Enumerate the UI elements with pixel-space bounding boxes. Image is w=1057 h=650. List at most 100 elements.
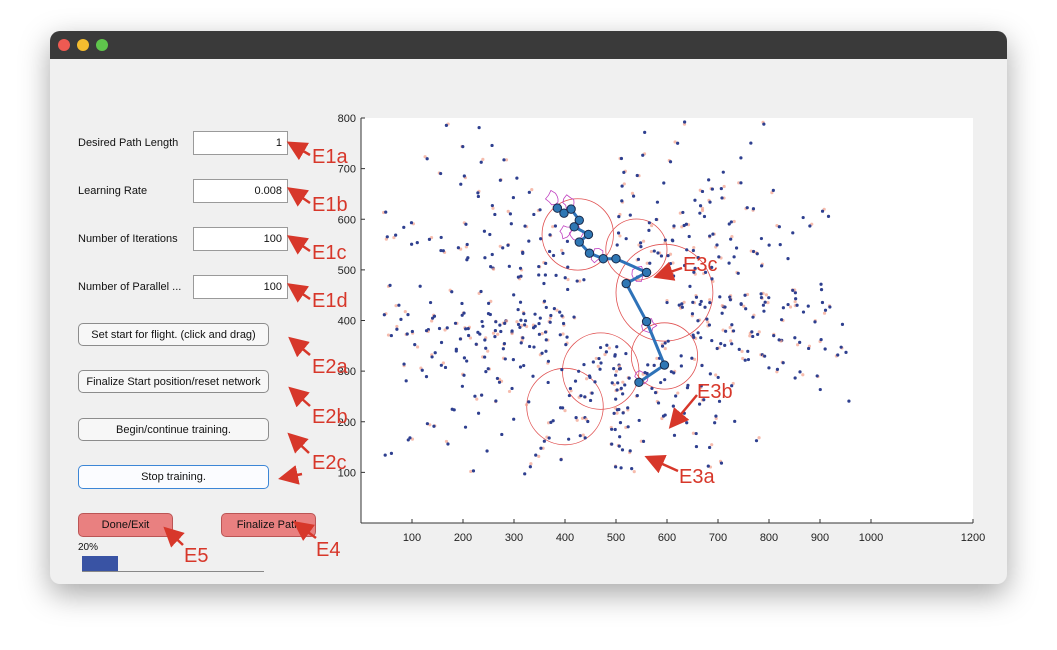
close-icon[interactable] — [58, 39, 70, 51]
scatter-point — [718, 295, 722, 299]
scatter-point — [471, 469, 476, 473]
scatter-point — [462, 174, 466, 178]
halo-point — [678, 211, 682, 215]
x-tick-label: 900 — [811, 532, 829, 544]
halo-point — [660, 416, 664, 421]
learning-rate-field[interactable] — [193, 179, 288, 203]
halo-point — [481, 157, 485, 161]
scatter-point — [698, 211, 702, 215]
scatter-point — [637, 418, 641, 423]
scatter-point — [745, 206, 749, 210]
scatter-point — [498, 178, 502, 182]
halo-point — [443, 328, 447, 332]
scatter-point — [615, 243, 619, 247]
scatter-point — [623, 383, 627, 387]
done-exit-button[interactable]: Done/Exit — [78, 513, 173, 537]
scatter-point — [746, 349, 750, 353]
finalize-start-button[interactable]: Finalize Start position/reset network — [78, 370, 269, 393]
y-tick-label: 800 — [338, 113, 356, 125]
scatter-point — [676, 141, 680, 145]
scatter-point — [648, 261, 652, 265]
scatter-point — [531, 326, 536, 330]
x-tick-label: 600 — [658, 532, 676, 544]
scatter-point — [399, 317, 403, 321]
number-of-iterations-label: Number of Iterations — [78, 233, 178, 245]
scatter-point — [558, 333, 562, 337]
scatter-point — [777, 225, 781, 229]
scatter-point — [410, 329, 414, 334]
scatter-point — [703, 270, 708, 274]
scatter-point — [544, 338, 548, 342]
scatter-point — [723, 305, 727, 309]
scatter-point — [389, 451, 394, 455]
scatter-point — [710, 187, 714, 191]
scatter-point — [527, 344, 532, 349]
halo-point — [720, 304, 724, 308]
scatter-point — [777, 338, 781, 342]
scatter-point — [635, 173, 639, 178]
begin-training-button[interactable]: Begin/continue training. — [78, 418, 269, 441]
scatter-point — [450, 290, 454, 294]
scatter-point — [663, 378, 667, 382]
scatter-point — [554, 273, 558, 278]
halo-point — [596, 364, 600, 368]
scatter-point — [820, 209, 825, 213]
scatter-point — [415, 241, 419, 245]
annotation-e1d: E1d — [312, 290, 348, 312]
scatter-point — [694, 444, 699, 449]
annotation-e2b: E2b — [312, 406, 348, 428]
scatter-point — [763, 300, 767, 304]
scatter-point — [647, 221, 651, 225]
scatter-point — [719, 186, 723, 191]
scatter-point — [444, 123, 449, 127]
scatter-point — [630, 467, 634, 471]
scatter-point — [518, 300, 523, 304]
scatter-point — [743, 358, 747, 362]
scatter-point — [730, 342, 734, 346]
scatter-point — [605, 343, 609, 347]
scatter-point — [490, 203, 494, 208]
scatter-point — [433, 351, 437, 355]
scatter-point — [677, 303, 681, 307]
scatter-point — [503, 357, 507, 361]
scatter-point — [588, 398, 593, 403]
scatter-point — [715, 243, 719, 247]
scatter-point — [781, 306, 785, 310]
scatter-point — [798, 340, 802, 344]
zoom-icon[interactable] — [96, 39, 108, 51]
halo-point — [708, 298, 712, 302]
scatter-point — [479, 289, 483, 294]
scatter-point — [618, 421, 623, 425]
scatter-point — [743, 293, 747, 297]
stop-training-button[interactable]: Stop training. — [78, 465, 269, 489]
scatter-point — [540, 351, 544, 355]
halo-point — [682, 300, 686, 304]
set-start-button[interactable]: Set start for flight. (click and drag) — [78, 323, 269, 346]
halo-point — [740, 349, 744, 353]
scatter-point — [512, 293, 516, 297]
number-of-iterations-field[interactable] — [193, 227, 288, 251]
scatter-point — [494, 320, 498, 324]
scatter-point — [510, 386, 514, 391]
number-of-parallel-field[interactable] — [193, 275, 288, 299]
scatter-point — [515, 176, 519, 180]
finalize-path-button[interactable]: Finalize Path — [221, 513, 316, 537]
desired-path-length-field[interactable] — [193, 131, 288, 155]
scatter-point — [620, 184, 624, 188]
minimize-icon[interactable] — [77, 39, 89, 51]
scatter-point — [484, 346, 488, 350]
scatter-point — [593, 380, 597, 384]
scatter-point — [652, 363, 656, 367]
scatter-point — [680, 302, 684, 306]
scatter-point — [719, 342, 723, 346]
scatter-point — [685, 386, 690, 390]
scatter-point — [653, 391, 658, 395]
path-node — [621, 278, 631, 289]
learning-rate-label: Learning Rate — [78, 185, 148, 197]
scatter-point — [813, 320, 817, 324]
scatter-point — [516, 307, 520, 312]
scatter-point — [537, 332, 541, 336]
scatter-point — [523, 319, 528, 323]
scatter-point — [786, 257, 790, 261]
